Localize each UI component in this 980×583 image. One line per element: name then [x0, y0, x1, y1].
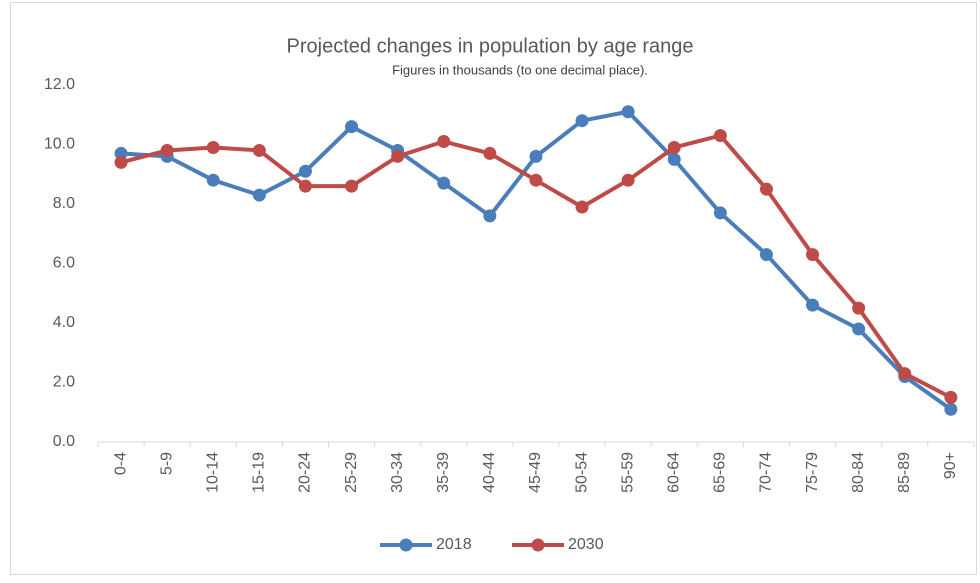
data-point [852, 322, 866, 336]
y-tick-label: 8.0 [53, 195, 75, 212]
x-tick-label: 65-69 [712, 452, 729, 493]
data-point [529, 173, 543, 187]
data-point [759, 182, 773, 196]
x-tick-label: 55-59 [619, 452, 636, 493]
data-point [252, 143, 266, 157]
x-tick-label: 50-54 [573, 452, 590, 493]
x-tick-label: 60-64 [665, 452, 682, 493]
data-point [298, 164, 312, 178]
y-tick-label: 12.0 [44, 76, 75, 93]
data-point [667, 152, 681, 166]
chart-title: Projected changes in population by age r… [287, 35, 694, 57]
data-point [575, 114, 589, 128]
data-point [437, 135, 451, 149]
data-point [298, 179, 312, 193]
legend-marker [531, 538, 545, 552]
data-point [206, 140, 220, 154]
y-tick-label: 4.0 [53, 314, 75, 331]
x-tick-label: 10-14 [204, 452, 221, 493]
data-point [944, 402, 958, 416]
x-tick-label: 35-39 [435, 452, 452, 493]
data-point [667, 140, 681, 154]
chart-subtitle: Figures in thousands (to one decimal pla… [392, 62, 648, 77]
data-point [898, 367, 912, 381]
data-point [806, 248, 820, 262]
data-point [206, 173, 220, 187]
data-point [483, 209, 497, 223]
data-point [713, 129, 727, 143]
data-point [806, 298, 820, 312]
data-point [483, 146, 497, 160]
data-point [713, 206, 727, 220]
x-tick-label: 70-74 [758, 452, 775, 493]
y-tick-label: 10.0 [44, 136, 75, 153]
data-point [529, 149, 543, 163]
data-point [944, 390, 958, 404]
data-point [621, 173, 635, 187]
x-tick-label: 80-84 [850, 452, 867, 493]
x-tick-label: 85-89 [896, 452, 913, 493]
data-point [575, 200, 589, 214]
chart-frame [10, 2, 977, 575]
data-point [391, 149, 405, 163]
x-tick-label: 75-79 [804, 452, 821, 493]
data-point [852, 301, 866, 315]
legend-label: 2030 [568, 536, 604, 553]
data-point [160, 143, 174, 157]
x-tick-label: 0-4 [112, 452, 129, 475]
data-point [759, 248, 773, 262]
x-tick-label: 90+ [942, 452, 959, 479]
x-tick-label: 30-34 [389, 452, 406, 493]
legend-label: 2018 [436, 536, 472, 553]
y-tick-label: 6.0 [53, 255, 75, 272]
data-point [114, 146, 128, 160]
y-tick-label: 0.0 [53, 433, 75, 450]
data-point [345, 179, 359, 193]
x-tick-label: 25-29 [343, 452, 360, 493]
x-tick-label: 40-44 [481, 452, 498, 493]
legend-marker [399, 538, 413, 552]
data-point [621, 105, 635, 119]
data-point [114, 155, 128, 169]
data-point [345, 120, 359, 134]
x-tick-label: 15-19 [251, 452, 268, 493]
x-tick-label: 5-9 [158, 452, 175, 475]
y-tick-label: 2.0 [53, 374, 75, 391]
data-point [437, 176, 451, 190]
data-point [252, 188, 266, 202]
x-tick-label: 20-24 [297, 452, 314, 493]
x-tick-label: 45-49 [527, 452, 544, 493]
